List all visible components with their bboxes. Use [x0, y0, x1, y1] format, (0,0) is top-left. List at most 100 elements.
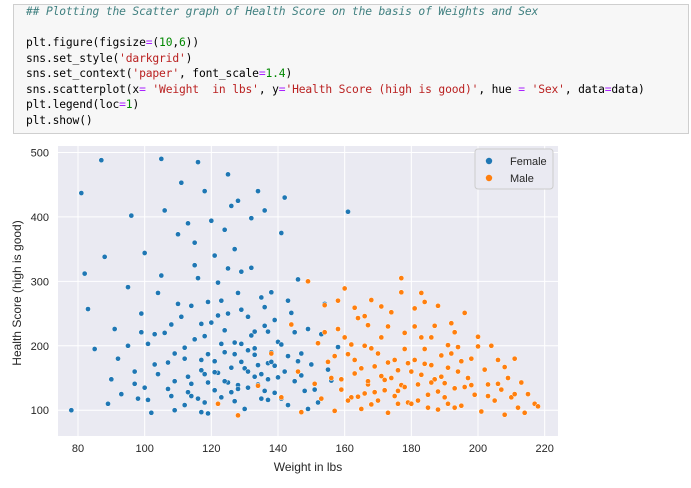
code-token: 'Sex'	[531, 82, 565, 96]
data-point-female	[178, 179, 185, 186]
data-point-male	[255, 382, 261, 389]
data-point-female	[248, 332, 255, 339]
data-point-female	[118, 391, 125, 397]
data-point-male	[438, 352, 445, 359]
data-point-male	[535, 403, 541, 410]
y-tick-label: 100	[31, 405, 49, 417]
data-point-male	[421, 299, 428, 305]
data-point-male	[365, 322, 371, 329]
code-token: 10	[159, 36, 173, 49]
data-point-male	[425, 404, 431, 411]
data-point-male	[361, 342, 368, 349]
code-token: , y	[258, 82, 279, 96]
code-token: )	[185, 51, 193, 65]
data-point-female	[218, 297, 225, 304]
data-point-female	[195, 159, 201, 165]
data-point-female	[221, 226, 228, 233]
data-point-male	[361, 390, 368, 397]
data-point-male	[451, 404, 458, 411]
data-point-female	[81, 270, 88, 277]
data-point-female	[185, 373, 191, 380]
code-token	[525, 83, 532, 96]
data-point-female	[98, 157, 105, 164]
data-point-female	[261, 207, 268, 214]
code-cell[interactable]	[13, 4, 689, 134]
data-point-male	[428, 379, 435, 386]
data-point-male	[428, 334, 435, 341]
data-point-male	[521, 409, 528, 416]
data-point-male	[518, 379, 525, 386]
code-editor[interactable]: ## Plotting the Scatter graph of Health …	[26, 4, 645, 128]
data-point-male	[381, 377, 388, 383]
x-tick-label: 140	[269, 443, 287, 455]
data-point-male	[398, 289, 405, 296]
code-token: 'paper'	[132, 67, 179, 80]
data-point-female	[228, 203, 235, 209]
data-point-male	[401, 330, 408, 336]
data-point-male	[485, 381, 491, 388]
data-point-female	[168, 321, 175, 328]
data-point-male	[361, 313, 368, 319]
data-point-male	[385, 409, 391, 416]
data-point-female	[251, 351, 258, 358]
data-point-female	[218, 394, 225, 401]
data-point-male	[328, 375, 335, 381]
data-point-female	[115, 355, 121, 362]
data-point-female	[251, 345, 258, 352]
code-line: sns.set_style('darkgrid')	[26, 51, 645, 67]
data-point-female	[215, 312, 221, 319]
data-point-female	[198, 409, 205, 416]
data-point-female	[195, 395, 201, 402]
data-point-male	[401, 346, 408, 352]
data-point-female	[291, 329, 298, 336]
data-point-male	[475, 333, 481, 340]
data-point-male	[505, 375, 511, 381]
data-point-female	[305, 326, 311, 332]
data-point-male	[385, 359, 391, 366]
data-point-female	[195, 275, 201, 281]
data-point-female	[255, 188, 261, 194]
data-point-male	[375, 397, 381, 404]
data-point-male	[421, 360, 428, 367]
data-point-female	[211, 358, 218, 365]
data-point-male	[511, 355, 518, 362]
data-point-female	[105, 400, 111, 407]
data-point-male	[395, 367, 401, 374]
data-point-female	[285, 297, 291, 304]
x-tick-label: 200	[469, 443, 487, 455]
code-token: 'Health Score (high is good)'	[285, 82, 479, 96]
code-line: plt.legend(loc=1)	[26, 97, 645, 113]
data-point-female	[138, 310, 145, 317]
data-point-male	[365, 378, 371, 385]
data-point-male	[435, 302, 441, 309]
y-axis-label: Health Score (high is good)	[10, 220, 24, 365]
data-point-male	[415, 397, 421, 404]
data-point-female	[125, 284, 131, 290]
data-point-female	[228, 364, 235, 371]
data-point-female	[181, 402, 188, 408]
data-point-female	[278, 230, 285, 236]
data-point-female	[305, 406, 311, 412]
data-point-male	[355, 393, 361, 400]
code-token: sns.set_style(	[26, 51, 120, 65]
data-point-female	[235, 197, 241, 204]
data-point-female	[231, 339, 238, 346]
data-point-male	[378, 334, 385, 341]
data-point-male	[448, 320, 455, 327]
data-point-male	[415, 381, 421, 388]
data-point-female	[285, 402, 291, 408]
code-token: 6	[179, 36, 186, 49]
data-point-male	[358, 406, 365, 412]
data-point-male	[485, 393, 491, 399]
y-tick-label: 500	[31, 147, 49, 159]
data-point-female	[175, 301, 181, 307]
data-point-female	[211, 387, 218, 394]
data-point-female	[238, 340, 245, 347]
data-point-female	[255, 362, 261, 368]
data-point-male	[295, 368, 301, 375]
code-token: =	[518, 82, 525, 96]
data-point-male	[515, 404, 521, 411]
data-point-male	[345, 397, 351, 404]
data-point-male	[321, 329, 328, 336]
data-point-male	[468, 382, 475, 388]
